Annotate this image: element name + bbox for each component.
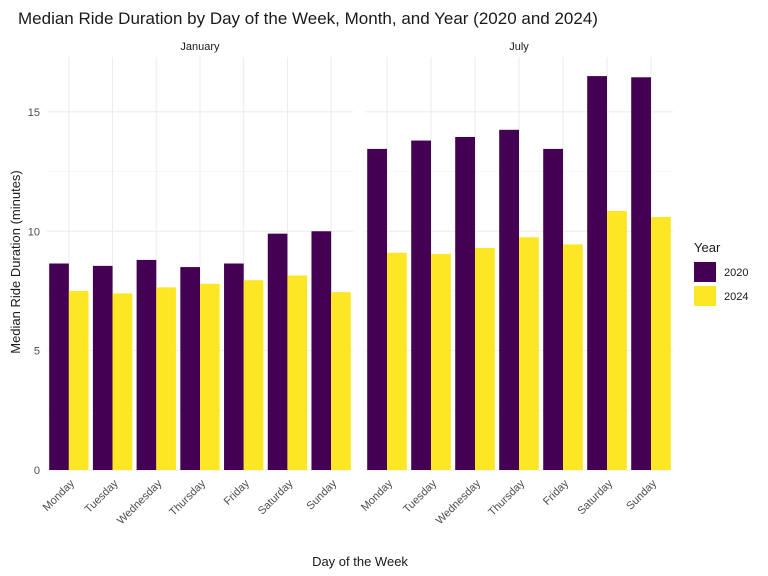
bar-july-2024-saturday — [607, 210, 627, 471]
bar-january-2020-monday — [49, 263, 69, 470]
bar-july-2024-friday — [563, 244, 583, 470]
bar-january-2020-thursday — [180, 267, 200, 470]
x-tick-label: Friday — [541, 477, 571, 507]
legend-title: Year — [694, 240, 721, 255]
bar-july-2020-monday — [367, 148, 387, 470]
y-tick-label: 15 — [28, 107, 40, 119]
x-tick-label: Thursday — [486, 477, 527, 518]
bar-july-2020-wednesday — [455, 136, 475, 470]
bar-january-2024-wednesday — [156, 287, 176, 470]
facet-label-july: July — [509, 41, 529, 53]
bar-january-2020-tuesday — [92, 265, 113, 470]
legend: Year 2020 2024 — [694, 240, 748, 306]
bar-july-2020-thursday — [499, 129, 519, 470]
x-tick-label: Thursday — [167, 477, 208, 518]
bar-july-2024-sunday — [651, 216, 671, 470]
x-tick-label: Monday — [359, 477, 396, 514]
facet-label-january: January — [180, 41, 220, 53]
x-tick-label: Saturday — [256, 477, 296, 517]
x-tick-label: Tuesday — [401, 477, 439, 515]
bar-january-2020-friday — [224, 263, 244, 470]
bar-july-2020-sunday — [631, 77, 651, 470]
bar-july-2020-saturday — [587, 76, 607, 470]
y-axis-title: Median Ride Duration (minutes) — [8, 170, 23, 354]
bar-january-2020-saturday — [267, 233, 288, 470]
bar-july-2020-tuesday — [411, 140, 431, 471]
y-axis: 0 5 10 15 — [28, 107, 40, 477]
y-tick-label: 10 — [28, 226, 40, 238]
legend-swatch-2020 — [694, 262, 716, 282]
x-tick-label: Wednesday — [115, 477, 165, 527]
y-tick-label: 0 — [34, 465, 40, 477]
chart-title: Median Ride Duration by Day of the Week,… — [18, 9, 598, 28]
bars-january — [49, 231, 351, 470]
x-tick-label: Wednesday — [434, 477, 484, 527]
y-tick-label: 5 — [34, 346, 40, 358]
bar-january-2024-sunday — [331, 292, 351, 470]
x-tick-label: Sunday — [624, 477, 659, 512]
legend-label-2024: 2024 — [724, 291, 748, 303]
bar-july-2024-thursday — [519, 237, 539, 470]
bar-january-2020-sunday — [311, 231, 332, 470]
bar-july-2024-monday — [387, 252, 407, 470]
bar-july-2024-tuesday — [431, 253, 451, 470]
x-tick-label: Saturday — [576, 477, 616, 517]
x-axis-title: Day of the Week — [312, 554, 408, 569]
bar-january-2024-friday — [243, 280, 264, 470]
bar-july-2020-friday — [543, 148, 563, 470]
bar-january-2020-wednesday — [136, 259, 157, 470]
x-tick-label: Sunday — [304, 477, 339, 512]
legend-swatch-2024 — [694, 286, 716, 306]
x-tick-label: Monday — [41, 477, 78, 514]
bar-january-2024-monday — [68, 290, 89, 470]
bar-january-2024-tuesday — [112, 293, 133, 470]
x-tick-label: Tuesday — [83, 477, 121, 515]
bars-july — [367, 76, 671, 471]
x-tick-label: Friday — [222, 477, 252, 507]
legend-label-2020: 2020 — [724, 267, 748, 279]
bar-july-2024-wednesday — [475, 247, 495, 470]
bar-january-2024-saturday — [287, 275, 308, 470]
bar-january-2024-thursday — [200, 283, 220, 470]
